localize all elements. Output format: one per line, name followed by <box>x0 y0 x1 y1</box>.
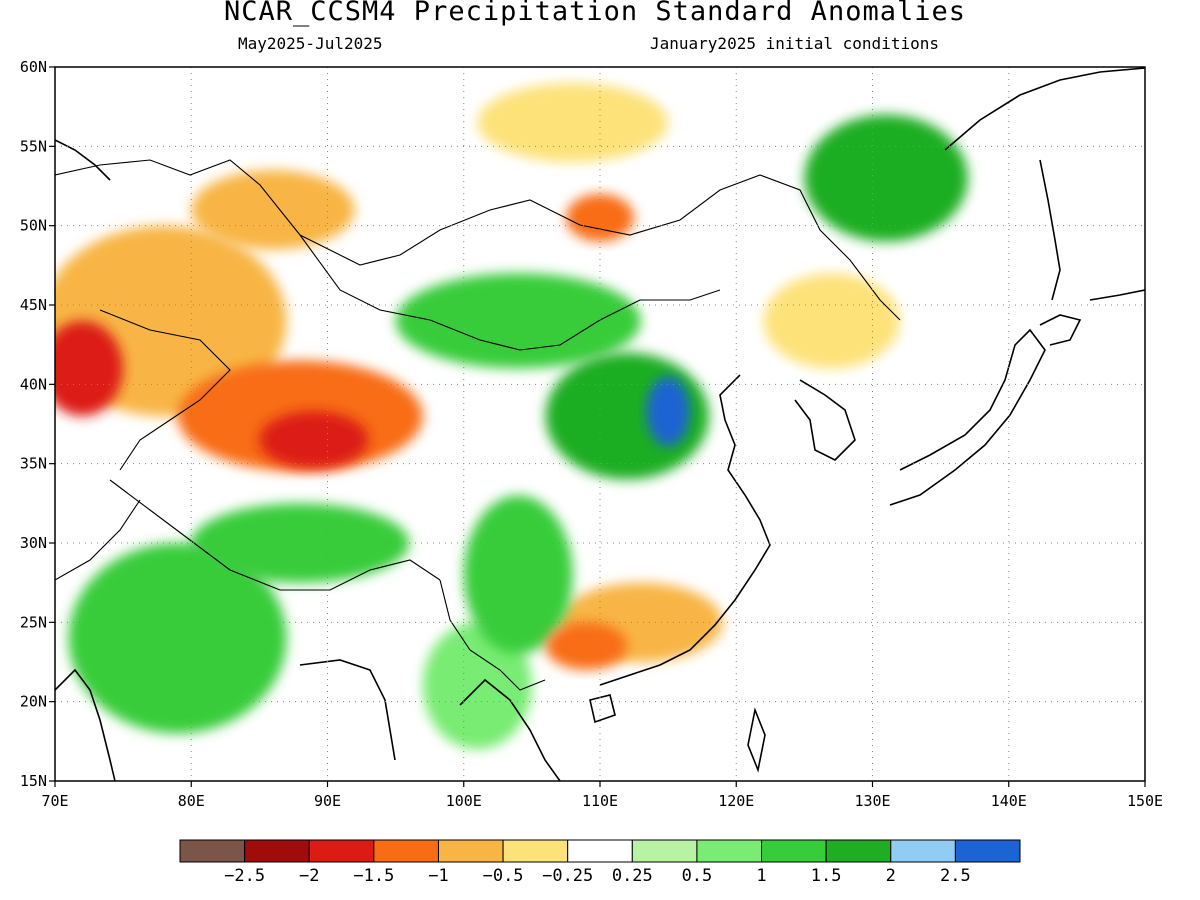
colorbar-swatch <box>437 839 504 863</box>
y-tick-label: 30N <box>20 534 47 552</box>
y-tick-label: 50N <box>20 217 47 235</box>
x-tick-label: 80E <box>178 792 205 810</box>
coastlines <box>55 67 1145 781</box>
taiwan-coast <box>747 707 766 773</box>
japan-coast <box>889 328 1046 506</box>
page-title: NCAR_CCSM4 Precipitation Standard Anomal… <box>224 0 966 27</box>
x-tick-label: 140E <box>991 792 1027 810</box>
caspian-coast <box>55 139 111 181</box>
x-axis: 70E 80E 90E 100E 110E 120E 130E 140E 150E <box>41 781 1163 810</box>
india-inner-border <box>55 499 141 581</box>
colorbar-swatch <box>696 839 763 863</box>
colorbar-label: −1.5 <box>353 866 394 886</box>
initial-conditions: January2025 initial conditions <box>650 34 939 53</box>
himalaya-border <box>109 479 441 591</box>
forecast-period: May2025-Jul2025 <box>238 34 383 53</box>
y-tick-label: 40N <box>20 375 47 393</box>
anomaly-shanxi-peak <box>646 376 690 447</box>
colorbar-swatch <box>631 839 698 863</box>
colorbar-swatch <box>308 839 375 863</box>
y-tick-label: 20N <box>20 693 47 711</box>
y-tick-label: 35N <box>20 455 47 473</box>
bay-of-bengal-coast <box>299 659 396 761</box>
anomaly-guangxi <box>545 622 628 670</box>
central-asia-border <box>99 309 231 471</box>
colorbar-label: −1 <box>428 866 448 886</box>
colorbar-label: 1.5 <box>811 866 842 886</box>
x-tick-label: 130E <box>854 792 890 810</box>
borders <box>55 159 901 691</box>
colorbar-label: 2.5 <box>940 866 971 886</box>
x-tick-label: 100E <box>446 792 482 810</box>
y-tick-label: 45N <box>20 296 47 314</box>
anomaly-layer <box>55 82 968 750</box>
colorbar: −2.5 −2 −1.5 −1 −0.5 −0.25 0.25 0.5 1 1.5 2 2.5 <box>179 839 1021 886</box>
hainan-coast <box>589 694 616 724</box>
x-tick-label: 70E <box>41 792 68 810</box>
anomaly-indochina-wet <box>422 622 532 750</box>
colorbar-label: −2.5 <box>224 866 265 886</box>
colorbar-label: 1 <box>756 866 766 886</box>
colorbar-swatch <box>373 839 439 863</box>
russia-kazakhstan-border <box>55 159 301 236</box>
x-tick-label: 110E <box>582 792 618 810</box>
x-tick-label: 120E <box>718 792 754 810</box>
mongolia-border-north <box>299 174 901 321</box>
x-tick-label: 150E <box>1127 792 1163 810</box>
colorbar-swatch <box>502 839 569 863</box>
grid-lines <box>55 67 1145 781</box>
china-mongolia-border <box>299 234 721 351</box>
china-coast <box>599 374 771 686</box>
anomaly-india-wet <box>68 543 287 734</box>
anomaly-sichuan-wet <box>463 495 573 655</box>
colorbar-swatch <box>567 839 633 863</box>
indochina-coast <box>459 678 561 781</box>
colorbar-label: −0.5 <box>483 866 524 886</box>
colorbar-swatch <box>825 839 892 863</box>
y-axis: 15N 20N 25N 30N 35N 40N 45N 50N 55N 60N <box>20 58 55 790</box>
colorbar-swatch <box>890 839 956 863</box>
y-tick-label: 60N <box>20 58 47 76</box>
hokkaido-coast <box>1039 314 1082 346</box>
anomaly-tarim-core <box>259 411 369 469</box>
anomaly-north-mongolia <box>477 82 669 163</box>
anomaly-amur-wet <box>804 114 968 242</box>
southeast-asia-border <box>439 579 546 691</box>
y-tick-label: 55N <box>20 137 47 155</box>
colorbar-label: 0.25 <box>612 866 653 886</box>
y-tick-label: 15N <box>20 772 47 790</box>
anomaly-manchuria <box>763 273 900 369</box>
colorbar-swatch <box>244 839 310 863</box>
kamchatka-coast <box>1089 289 1145 301</box>
anomaly-kazakh-west <box>55 320 124 417</box>
colorbar-label: 0.5 <box>682 866 713 886</box>
colorbar-label: −2 <box>299 866 319 886</box>
sakhalin-coast <box>1039 159 1061 301</box>
anomaly-altai <box>191 170 355 250</box>
colorbar-label: −0.25 <box>542 866 593 886</box>
x-tick-label: 90E <box>314 792 341 810</box>
colorbar-swatch <box>179 839 246 863</box>
anomaly-mongolia-wet <box>395 273 641 369</box>
colorbar-swatch <box>761 839 827 863</box>
siberia-coast <box>944 67 1145 151</box>
colorbar-swatch <box>954 839 1021 863</box>
korea-coast <box>794 379 856 461</box>
anomaly-tibet-wet <box>191 503 410 583</box>
colorbar-label: 2 <box>886 866 896 886</box>
y-tick-label: 25N <box>20 613 47 631</box>
india-west-coast <box>55 668 116 781</box>
